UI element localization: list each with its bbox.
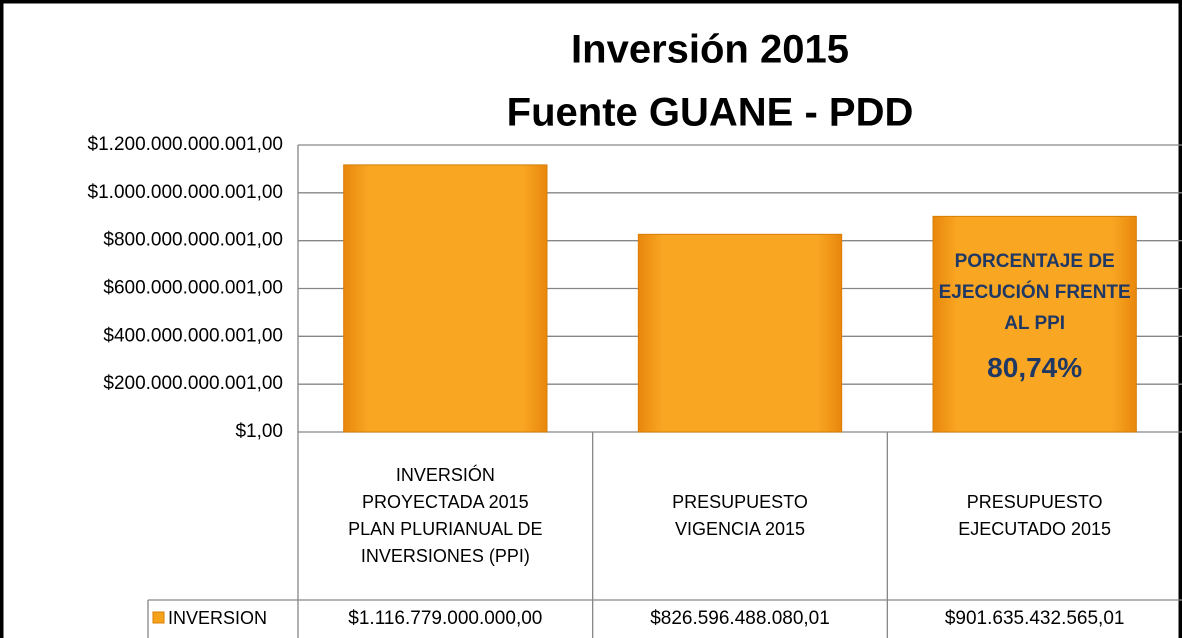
value-label: $901.635.432.565,01 bbox=[945, 608, 1125, 629]
y-tick-label: $800.000.000.001,00 bbox=[103, 230, 283, 251]
bar bbox=[637, 233, 843, 433]
y-tick-label: $600.000.000.001,00 bbox=[103, 278, 283, 299]
legend-marker bbox=[152, 611, 165, 624]
x-tick-label: PRESUPUESTO EJECUTADO 2015 bbox=[958, 492, 1112, 539]
value-label: $826.596.488.080,01 bbox=[650, 608, 830, 629]
legend-label: INVERSION bbox=[168, 608, 267, 628]
bar bbox=[932, 215, 1137, 433]
x-tick-label: PRESUPUESTO VIGENCIA 2015 bbox=[672, 492, 808, 539]
value-label: $1.116.779.000.000,00 bbox=[348, 608, 542, 629]
chart-subtitle: Fuente GUANE - PDD bbox=[507, 91, 914, 135]
bar bbox=[343, 164, 548, 433]
annotation: PORCENTAJE DE EJECUCIÓN FRENTE AL PPI bbox=[938, 251, 1131, 334]
y-tick-label: $400.000.000.001,00 bbox=[103, 325, 283, 346]
y-tick-label: $1.200.000.000.001,00 bbox=[88, 134, 283, 155]
y-tick-label: $1.000.000.000.001,00 bbox=[88, 182, 283, 203]
x-tick-label: INVERSIÓN PROYECTADA 2015 PLAN PLURIANUA… bbox=[348, 465, 543, 566]
y-tick-label: $200.000.000.001,00 bbox=[103, 373, 283, 394]
chart-title: Inversión 2015 bbox=[571, 28, 849, 72]
annotation: 80,74% bbox=[987, 352, 1083, 383]
y-tick-label: $1,00 bbox=[235, 421, 283, 442]
